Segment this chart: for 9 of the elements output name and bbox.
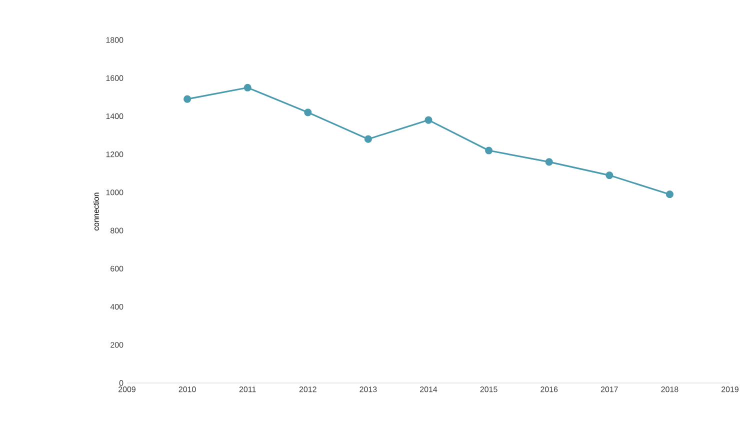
point xyxy=(606,172,614,180)
point xyxy=(485,146,493,154)
point xyxy=(304,108,312,116)
point xyxy=(364,135,372,143)
point xyxy=(545,158,553,166)
point xyxy=(666,190,674,198)
point xyxy=(184,95,192,103)
point xyxy=(244,84,252,92)
point xyxy=(424,116,432,124)
